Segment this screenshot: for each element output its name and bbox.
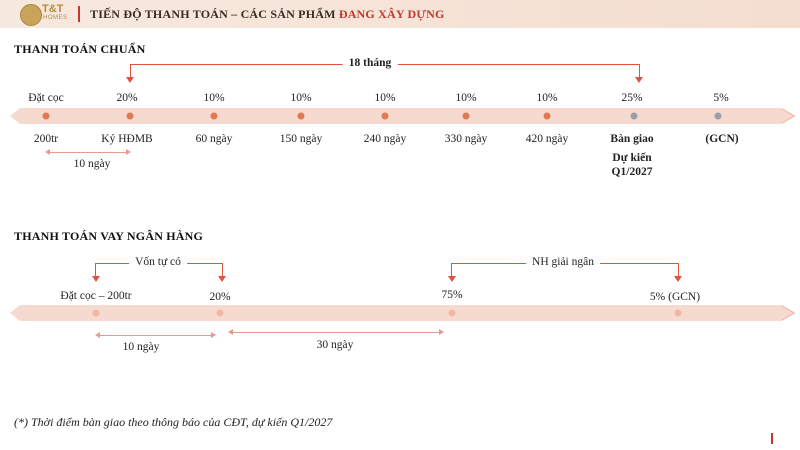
page-title: TIẾN ĐỘ THANH TOÁN – CÁC SẢN PHẨM ĐANG X… [90,7,445,22]
logo-subtext: HOMES [43,15,68,21]
bank-label: 5% (GCN) [649,291,701,303]
footnote: (*) Thời điểm bàn giao theo thông báo củ… [14,415,333,429]
standard-top-label: 10% [203,92,225,104]
milestone-dot [674,309,682,317]
standard-top-label: 20% [116,92,138,104]
standard-top-label: 10% [536,92,558,104]
eighteen-month-label: 18 tháng [342,57,398,69]
thirty-day-span-line [232,332,440,333]
bracket-arrow-left-icon [126,77,134,83]
milestone-dot [210,112,218,120]
milestone-dot [126,112,134,120]
bank-label: Đặt cọc – 200tr [60,290,132,302]
span-arrow-left-icon [95,332,100,338]
standard-top-label: Đặt cọc [28,92,64,104]
handover-note-line1: Dự kiến [612,152,652,164]
bracket-arrow-right-icon [218,276,226,282]
standard-bottom-label: 200tr [33,133,59,145]
standard-top-label: 10% [290,92,312,104]
standard-top-label: 10% [374,92,396,104]
standard-bottom-label: 420 ngày [525,133,569,145]
page-marker [771,433,773,444]
milestone-dot [630,112,638,120]
milestone-dot [92,309,100,317]
page-title-highlight: ĐANG XÂY DỰNG [338,7,445,21]
milestone-dot [297,112,305,120]
bracket-arrow-right-icon [635,77,643,83]
standard-bottom-label: 240 ngày [363,133,407,145]
milestone-dot [381,112,389,120]
standard-bottom-label: Ký HĐMB [101,133,153,145]
header-bar: T&T HOMES TIẾN ĐỘ THANH TOÁN – CÁC SẢN P… [0,0,800,28]
milestone-dot [462,112,470,120]
bracket-arrow-left-icon [448,276,456,282]
bracket-arrow-right-icon [674,276,682,282]
milestone-dot [216,309,224,317]
standard-bottom-label: Bàn giao [610,133,654,145]
standard-top-label: 10% [455,92,477,104]
logo-emblem-icon [20,4,42,26]
span-arrow-right-icon [439,329,444,335]
milestone-dot [714,112,722,120]
standard-top-label: 5% [713,92,729,104]
logo-text: T&T [42,3,64,15]
span-arrow-right-icon [126,149,131,155]
header-divider [78,6,80,22]
handover-note-line2: Q1/2027 [611,166,653,178]
standard-bottom-label: 150 ngày [279,133,323,145]
ten-day-span-line [49,152,127,153]
bank-section-title: THANH TOÁN VAY NGÂN HÀNG [14,229,204,243]
standard-timeline-band [10,108,796,124]
milestone-dot [42,112,50,120]
span-arrow-left-icon [45,149,50,155]
bank-disbursement-label: NH giải ngân [526,256,600,268]
ten-day-span-label: 10 ngày [73,158,111,170]
span-arrow-left-icon [228,329,233,335]
standard-section-title: THANH TOÁN CHUẨN [14,42,146,56]
standard-top-label: 25% [621,92,643,104]
thirty-day-span-label: 30 ngày [316,339,354,351]
bank-label: 20% [209,291,231,303]
page-title-main: TIẾN ĐỘ THANH TOÁN – CÁC SẢN PHẨM [90,7,339,21]
standard-bottom-label: 330 ngày [444,133,488,145]
brand-logo: T&T HOMES [20,3,68,26]
milestone-dot [448,309,456,317]
bank-timeline-band [10,305,796,321]
bank-label: 75% [441,289,463,301]
milestone-dot [543,112,551,120]
span-arrow-right-icon [211,332,216,338]
ten-day-span-label: 10 ngày [122,341,160,353]
bracket-arrow-left-icon [92,276,100,282]
standard-bottom-label: (GCN) [705,133,739,145]
ten-day-span-line [99,335,212,336]
own-capital-label: Vốn tự có [129,256,187,268]
standard-bottom-label: 60 ngày [195,133,233,145]
